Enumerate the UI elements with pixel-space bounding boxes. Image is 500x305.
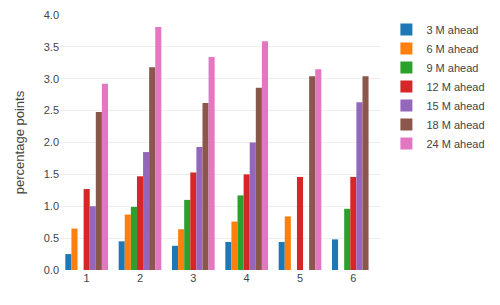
svg-text:12 M ahead: 12 M ahead <box>426 81 484 93</box>
svg-text:4.0: 4.0 <box>44 9 59 21</box>
svg-text:0.0: 0.0 <box>44 264 59 276</box>
svg-text:2.5: 2.5 <box>44 104 59 116</box>
svg-text:4: 4 <box>244 272 250 284</box>
svg-text:2: 2 <box>137 272 143 284</box>
svg-text:18 M ahead: 18 M ahead <box>426 119 484 131</box>
svg-text:1: 1 <box>84 272 90 284</box>
svg-text:6: 6 <box>350 272 356 284</box>
svg-text:3.0: 3.0 <box>44 73 59 85</box>
svg-text:6 M ahead: 6 M ahead <box>426 43 478 55</box>
svg-text:3: 3 <box>190 272 196 284</box>
svg-text:1.0: 1.0 <box>44 200 59 212</box>
svg-text:24 M ahead: 24 M ahead <box>426 138 484 150</box>
svg-text:0.5: 0.5 <box>44 232 59 244</box>
svg-text:9 M ahead: 9 M ahead <box>426 62 478 74</box>
svg-text:3.5: 3.5 <box>44 41 59 53</box>
svg-text:2.0: 2.0 <box>44 136 59 148</box>
svg-text:1.5: 1.5 <box>44 168 59 180</box>
svg-text:5: 5 <box>297 272 303 284</box>
svg-text:3 M ahead: 3 M ahead <box>426 24 478 36</box>
svg-text:15 M ahead: 15 M ahead <box>426 100 484 112</box>
svg-text:percentage points: percentage points <box>12 90 27 194</box>
